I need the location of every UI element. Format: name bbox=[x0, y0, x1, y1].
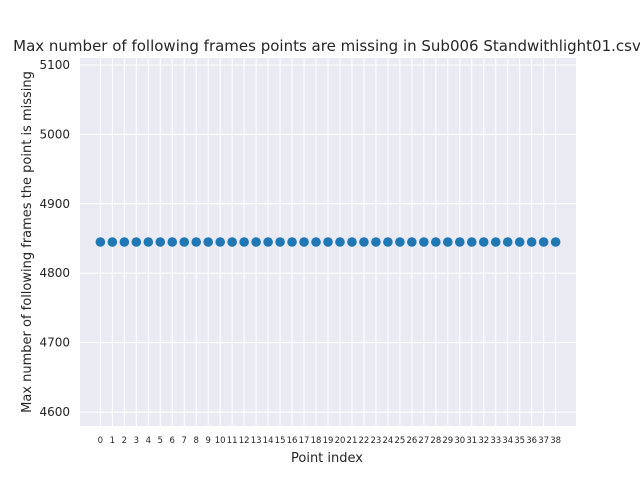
y-tick-label: 4800 bbox=[39, 266, 70, 280]
data-point bbox=[335, 237, 345, 247]
x-tick-label: 30 bbox=[454, 436, 465, 446]
data-point bbox=[359, 237, 369, 247]
x-tick-label: 33 bbox=[490, 436, 501, 446]
y-tick-label: 5100 bbox=[39, 58, 70, 72]
x-tick-label: 7 bbox=[182, 436, 187, 446]
data-point bbox=[383, 237, 393, 247]
x-tick-label: 32 bbox=[478, 436, 489, 446]
y-axis-ticks: 4600 4700 4800 4900 5000 5100 bbox=[39, 58, 70, 419]
data-point bbox=[550, 237, 561, 247]
x-tick-label: 26 bbox=[406, 436, 417, 446]
data-point bbox=[407, 237, 417, 247]
y-tick-label: 4700 bbox=[39, 336, 70, 350]
y-tick-label: 5000 bbox=[39, 127, 70, 141]
x-axis-label: Point index bbox=[291, 451, 363, 466]
data-point bbox=[95, 237, 106, 247]
x-tick-label: 19 bbox=[323, 436, 334, 446]
data-point bbox=[239, 237, 249, 247]
data-point bbox=[538, 237, 549, 247]
x-tick-label: 25 bbox=[394, 436, 405, 446]
data-point bbox=[526, 237, 537, 247]
x-tick-label: 6 bbox=[170, 436, 175, 446]
x-tick-label: 12 bbox=[239, 436, 250, 446]
x-axis-ticks: 0 1 2 3 4 5 6 7 8 9 10 11 12 13 14 15 16 17 18 19 20 21 22 23 24… bbox=[98, 436, 561, 446]
x-tick-label: 29 bbox=[442, 436, 453, 446]
data-point bbox=[203, 237, 213, 247]
x-tick-label: 3 bbox=[134, 436, 139, 446]
chart-title: Max number of following frames points ar… bbox=[13, 37, 640, 55]
data-point bbox=[179, 237, 190, 247]
data-point bbox=[514, 237, 525, 247]
x-tick-label: 16 bbox=[287, 436, 298, 446]
y-axis-label: Max number of following frames the point… bbox=[20, 71, 35, 413]
data-point bbox=[454, 237, 465, 247]
data-point bbox=[251, 237, 261, 247]
data-point bbox=[466, 237, 477, 247]
data-point bbox=[107, 237, 118, 247]
x-tick-label: 10 bbox=[215, 436, 226, 446]
x-tick-label: 27 bbox=[418, 436, 429, 446]
x-tick-label: 35 bbox=[514, 436, 525, 446]
x-tick-label: 20 bbox=[335, 436, 346, 446]
x-tick-label: 11 bbox=[227, 436, 238, 446]
data-point bbox=[443, 237, 453, 247]
x-tick-label: 24 bbox=[382, 436, 393, 446]
x-tick-label: 18 bbox=[311, 436, 322, 446]
x-tick-label: 34 bbox=[502, 436, 513, 446]
data-point bbox=[215, 237, 225, 247]
data-point bbox=[119, 237, 130, 247]
x-tick-label: 14 bbox=[263, 436, 274, 446]
x-tick-label: 36 bbox=[526, 436, 537, 446]
data-point bbox=[419, 237, 429, 247]
data-point bbox=[287, 237, 297, 247]
data-point bbox=[155, 237, 166, 247]
data-point bbox=[431, 237, 441, 247]
x-tick-label: 37 bbox=[538, 436, 549, 446]
data-point bbox=[275, 237, 285, 247]
data-point bbox=[131, 237, 142, 247]
data-point bbox=[371, 237, 381, 247]
data-point bbox=[502, 237, 513, 247]
x-tick-label: 4 bbox=[146, 436, 151, 446]
x-tick-label: 1 bbox=[110, 436, 115, 446]
data-point bbox=[263, 237, 273, 247]
data-point bbox=[478, 237, 489, 247]
data-point bbox=[227, 237, 237, 247]
data-point bbox=[167, 237, 178, 247]
y-tick-label: 4600 bbox=[39, 405, 70, 419]
x-tick-label: 17 bbox=[299, 436, 310, 446]
x-tick-label: 0 bbox=[98, 436, 103, 446]
x-tick-label: 22 bbox=[359, 436, 370, 446]
x-tick-label: 2 bbox=[122, 436, 127, 446]
x-tick-label: 23 bbox=[371, 436, 382, 446]
y-tick-label: 4900 bbox=[39, 197, 70, 211]
data-point bbox=[299, 237, 309, 247]
x-tick-label: 31 bbox=[466, 436, 477, 446]
data-point bbox=[311, 237, 321, 247]
x-tick-label: 28 bbox=[430, 436, 441, 446]
x-tick-label: 13 bbox=[251, 436, 262, 446]
x-tick-label: 38 bbox=[550, 436, 561, 446]
data-point bbox=[143, 237, 154, 247]
data-point bbox=[323, 237, 333, 247]
data-points bbox=[95, 237, 561, 247]
x-tick-label: 5 bbox=[158, 436, 163, 446]
data-point bbox=[490, 237, 501, 247]
data-point bbox=[347, 237, 357, 247]
x-tick-label: 9 bbox=[205, 436, 210, 446]
data-point bbox=[191, 237, 202, 247]
data-point bbox=[395, 237, 405, 247]
x-tick-label: 8 bbox=[194, 436, 199, 446]
x-tick-label: 21 bbox=[347, 436, 358, 446]
x-tick-label: 15 bbox=[275, 436, 286, 446]
